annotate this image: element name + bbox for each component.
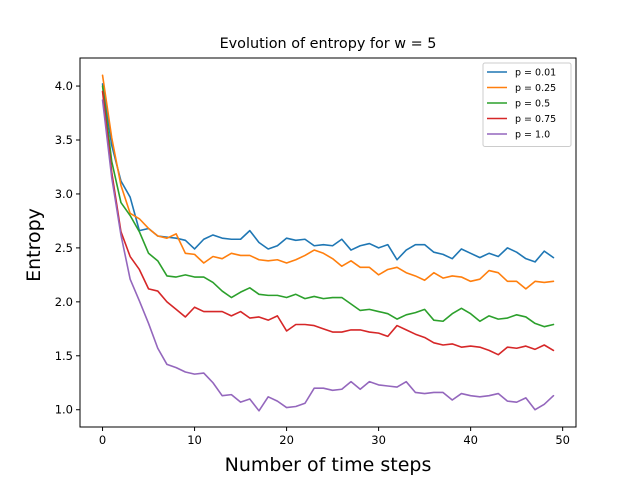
x-tick-label: 50 xyxy=(555,433,570,447)
y-tick-label: 1.0 xyxy=(55,403,73,417)
series-line-4 xyxy=(101,90,555,356)
y-tick-label: 1.5 xyxy=(55,349,73,363)
series-line-5 xyxy=(101,99,555,412)
y-tick-label: 3.0 xyxy=(55,187,73,201)
x-tick-label: 30 xyxy=(371,433,386,447)
chart-title: Evolution of entropy for w = 5 xyxy=(220,36,437,52)
plot-frame xyxy=(79,57,577,428)
series-line-2 xyxy=(101,74,555,290)
y-tick-label: 3.5 xyxy=(55,133,73,147)
legend-label: p = 1.0 xyxy=(515,130,550,141)
y-tick-label: 4.0 xyxy=(55,79,73,93)
x-tick-label: 20 xyxy=(279,433,294,447)
legend-label: p = 0.01 xyxy=(515,68,556,79)
legend-label: p = 0.25 xyxy=(515,83,556,94)
y-tick-label: 2.5 xyxy=(55,241,73,255)
x-tick-label: 10 xyxy=(187,433,202,447)
x-tick-label: 40 xyxy=(463,433,478,447)
y-tick-label: 2.0 xyxy=(55,295,73,309)
legend-box xyxy=(482,62,572,147)
series-line-3 xyxy=(101,85,555,328)
y-axis-label: Entropy xyxy=(23,208,45,282)
legend-label: p = 0.75 xyxy=(515,114,556,125)
axes: 0 10 20 30 40 50 1.0 1.5 2.0 2.5 3.0 3.5 4.0 xyxy=(55,79,570,447)
legend-label: p = 0.5 xyxy=(515,99,550,110)
x-axis-label: Number of time steps xyxy=(225,454,432,476)
plot-lines xyxy=(101,74,555,412)
legend: p = 0.01 p = 0.25 p = 0.5 p = 0.75 p = 1.0 xyxy=(482,62,572,147)
x-tick-label: 0 xyxy=(99,433,106,447)
